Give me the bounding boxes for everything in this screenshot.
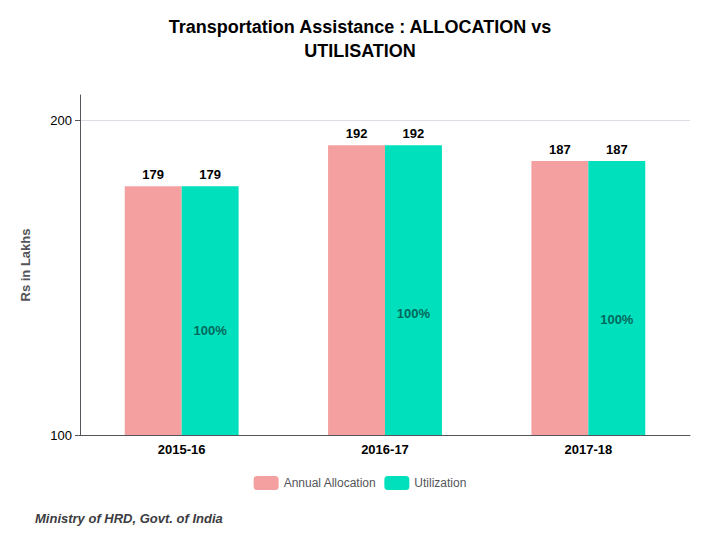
svg-text:100%: 100% bbox=[397, 306, 431, 321]
svg-text:Utilization: Utilization bbox=[414, 476, 466, 490]
svg-text:2017-18: 2017-18 bbox=[564, 442, 612, 457]
svg-text:200: 200 bbox=[50, 113, 72, 128]
svg-text:2016-17: 2016-17 bbox=[361, 442, 409, 457]
svg-text:Ministry of HRD, Govt. of Indi: Ministry of HRD, Govt. of India bbox=[35, 511, 223, 526]
svg-text:192: 192 bbox=[346, 126, 368, 141]
svg-text:2015-16: 2015-16 bbox=[158, 442, 206, 457]
svg-text:187: 187 bbox=[549, 142, 571, 157]
svg-text:100%: 100% bbox=[194, 323, 228, 338]
svg-text:Annual Allocation: Annual Allocation bbox=[284, 476, 376, 490]
svg-text:100%: 100% bbox=[600, 312, 634, 327]
svg-text:187: 187 bbox=[606, 142, 628, 157]
svg-text:100: 100 bbox=[50, 428, 72, 443]
svg-text:179: 179 bbox=[142, 167, 164, 182]
svg-text:179: 179 bbox=[199, 167, 221, 182]
svg-text:UTILISATION: UTILISATION bbox=[304, 41, 416, 61]
svg-text:Rs in Lakhs: Rs in Lakhs bbox=[18, 229, 33, 302]
svg-text:Transportation Assistance : AL: Transportation Assistance : ALLOCATION v… bbox=[169, 17, 551, 37]
svg-text:192: 192 bbox=[403, 126, 425, 141]
